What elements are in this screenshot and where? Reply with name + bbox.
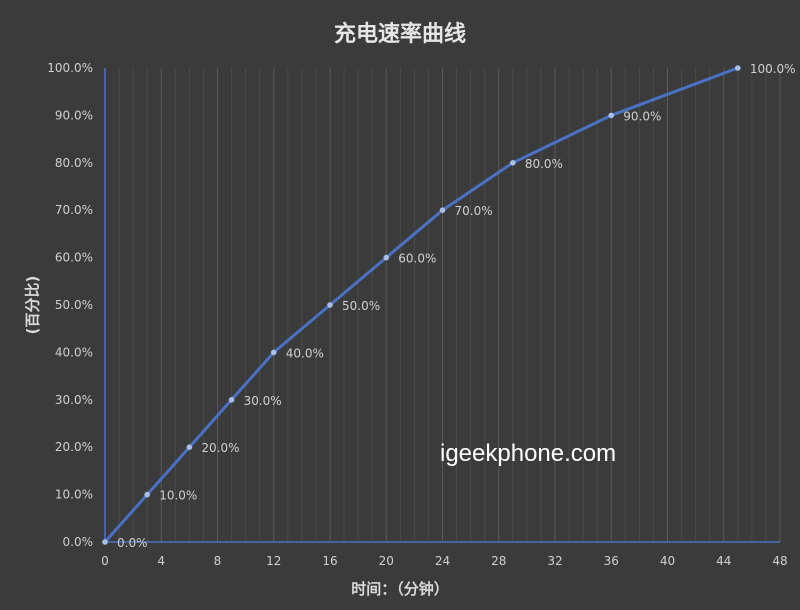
y-tick-label: 100.0% (47, 61, 93, 75)
y-tick-label: 0.0% (63, 535, 94, 549)
data-point (735, 65, 741, 71)
x-tick-label: 36 (604, 554, 619, 568)
x-tick-label: 12 (266, 554, 281, 568)
x-axis-label: 时间：（分钟） (351, 580, 449, 598)
y-tick-label: 80.0% (55, 156, 93, 170)
data-point (270, 349, 277, 356)
x-tick-label: 16 (322, 554, 337, 568)
data-point (102, 539, 108, 545)
x-tick-label: 4 (157, 554, 165, 568)
data-label: 30.0% (244, 394, 282, 408)
data-label: 90.0% (623, 109, 661, 123)
y-tick-label: 70.0% (55, 203, 93, 217)
x-tick-label: 48 (772, 554, 787, 568)
data-point (186, 444, 193, 451)
data-label: 40.0% (286, 346, 324, 360)
x-tick-label: 28 (491, 554, 506, 568)
y-tick-label: 50.0% (55, 298, 93, 312)
data-point (144, 491, 150, 498)
y-tick-label: 10.0% (55, 488, 93, 502)
data-point (608, 112, 615, 119)
series-line (103, 66, 739, 543)
y-tick-label: 90.0% (55, 108, 93, 122)
data-label: 50.0% (342, 299, 380, 313)
x-tick-label: 0 (101, 554, 109, 568)
x-tick-label: 32 (547, 554, 562, 568)
x-tick-label: 24 (435, 554, 450, 568)
y-tick-label: 60.0% (55, 251, 93, 265)
data-label: 10.0% (159, 489, 197, 503)
data-point (439, 207, 446, 213)
x-tick-label: 8 (214, 554, 222, 568)
data-label: 0.0% (117, 536, 148, 550)
data-label: 80.0% (525, 157, 563, 171)
data-point (327, 302, 333, 308)
data-label: 70.0% (455, 204, 493, 218)
x-tick-label: 20 (379, 554, 394, 568)
x-tick-label: 40 (660, 554, 675, 568)
watermark: igeekphone.com (440, 440, 617, 467)
data-label: 100.0% (750, 62, 796, 76)
data-point (510, 160, 516, 166)
data-point (383, 254, 390, 261)
data-point (228, 397, 235, 403)
chart-title: 充电速率曲线 (333, 22, 466, 47)
data-label: 20.0% (201, 441, 239, 455)
y-tick-label: 20.0% (55, 440, 93, 454)
data-label: 60.0% (398, 252, 436, 266)
y-tick-label: 30.0% (55, 393, 93, 407)
y-tick-label: 40.0% (55, 345, 93, 359)
x-tick-label: 44 (716, 554, 731, 568)
